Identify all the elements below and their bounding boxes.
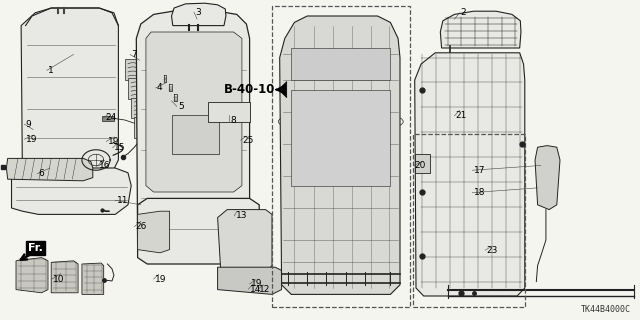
Ellipse shape bbox=[257, 276, 262, 282]
Text: TK44B4000C: TK44B4000C bbox=[580, 305, 630, 314]
Text: 9: 9 bbox=[26, 120, 31, 129]
Polygon shape bbox=[415, 53, 525, 296]
Polygon shape bbox=[440, 11, 521, 48]
Text: 10: 10 bbox=[53, 275, 65, 284]
Polygon shape bbox=[131, 98, 166, 118]
Polygon shape bbox=[291, 48, 390, 80]
Text: 26: 26 bbox=[136, 222, 147, 231]
Polygon shape bbox=[16, 258, 48, 293]
Polygon shape bbox=[415, 154, 430, 173]
Polygon shape bbox=[134, 117, 170, 138]
Polygon shape bbox=[21, 8, 118, 179]
Text: 8: 8 bbox=[230, 116, 236, 125]
Polygon shape bbox=[535, 146, 560, 210]
Polygon shape bbox=[51, 261, 78, 293]
Polygon shape bbox=[6, 158, 93, 181]
Polygon shape bbox=[138, 211, 170, 253]
Text: 18: 18 bbox=[474, 188, 485, 197]
Text: 19: 19 bbox=[155, 275, 166, 284]
Text: Fr.: Fr. bbox=[28, 243, 43, 253]
Ellipse shape bbox=[237, 276, 243, 282]
Text: 13: 13 bbox=[236, 212, 247, 220]
Text: 5: 5 bbox=[178, 102, 184, 111]
Text: 16: 16 bbox=[99, 161, 111, 170]
Bar bbox=[272, 6, 410, 307]
Text: 19: 19 bbox=[251, 279, 262, 288]
Bar bbox=[413, 134, 525, 307]
Text: 1: 1 bbox=[48, 66, 54, 75]
Text: 4: 4 bbox=[157, 84, 163, 92]
Text: 23: 23 bbox=[486, 246, 498, 255]
Polygon shape bbox=[218, 210, 272, 272]
Text: 20: 20 bbox=[415, 161, 426, 170]
Text: 21: 21 bbox=[456, 111, 467, 120]
Text: 15: 15 bbox=[114, 143, 125, 152]
Polygon shape bbox=[291, 90, 390, 186]
Text: 11: 11 bbox=[116, 196, 128, 205]
Text: B-40-10: B-40-10 bbox=[224, 83, 275, 96]
Text: 12: 12 bbox=[259, 285, 271, 294]
Polygon shape bbox=[278, 82, 287, 98]
Polygon shape bbox=[136, 11, 250, 258]
Text: 17: 17 bbox=[474, 166, 485, 175]
Text: 24: 24 bbox=[105, 113, 116, 122]
Polygon shape bbox=[125, 59, 160, 80]
Polygon shape bbox=[218, 267, 282, 294]
Text: 3: 3 bbox=[195, 8, 201, 17]
Text: 19: 19 bbox=[26, 135, 37, 144]
Text: 14: 14 bbox=[250, 285, 261, 294]
Text: 25: 25 bbox=[242, 136, 253, 145]
Polygon shape bbox=[12, 168, 131, 214]
Polygon shape bbox=[208, 102, 250, 122]
Polygon shape bbox=[172, 3, 226, 26]
Polygon shape bbox=[82, 263, 104, 294]
Polygon shape bbox=[280, 16, 400, 294]
Text: 19: 19 bbox=[108, 137, 119, 146]
Polygon shape bbox=[146, 32, 242, 192]
Text: 7: 7 bbox=[131, 50, 137, 59]
Text: 2: 2 bbox=[461, 8, 467, 17]
Polygon shape bbox=[102, 116, 114, 121]
Polygon shape bbox=[128, 78, 163, 99]
Text: 6: 6 bbox=[38, 169, 44, 178]
Ellipse shape bbox=[247, 276, 252, 282]
Polygon shape bbox=[172, 115, 219, 154]
Polygon shape bbox=[138, 198, 259, 264]
Ellipse shape bbox=[228, 276, 233, 282]
